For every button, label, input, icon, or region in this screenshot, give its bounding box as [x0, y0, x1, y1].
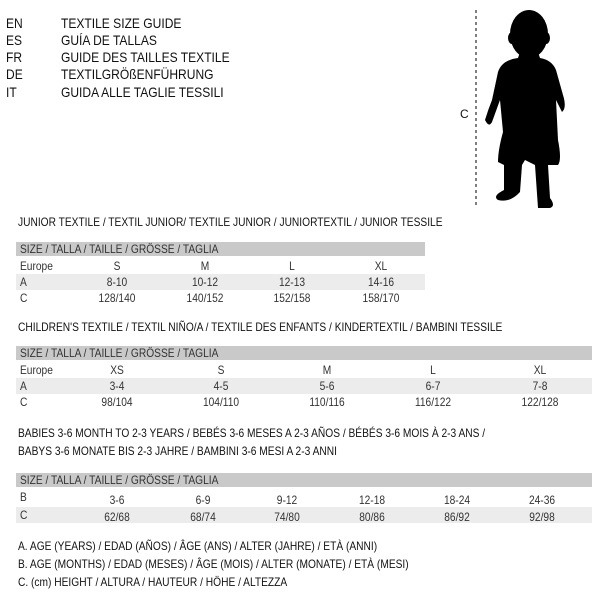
- size-header-label: SIZE / TALLA / TAILLE / GRÖSSE / TAGLIA: [20, 346, 219, 360]
- row-label: A: [20, 275, 27, 289]
- junior-section-title: JUNIOR TEXTILE / TEXTIL JUNIOR/ TEXTILE …: [18, 215, 443, 229]
- table-cell: 7-8: [532, 379, 548, 393]
- legend-b: B. AGE (MONTHS) / EDAD (MESES) / ÂGE (MO…: [18, 557, 409, 571]
- table-cell: 62/68: [104, 510, 130, 524]
- table-row: A 3-4 4-5 5-6 6-7 7-8: [16, 378, 592, 394]
- size-header-label: SIZE / TALLA / TAILLE / GRÖSSE / TAGLIA: [20, 473, 219, 487]
- lang-title: GUÍA DE TALLAS: [61, 32, 157, 48]
- lang-code: IT: [6, 84, 17, 100]
- table-cell: 12-13: [278, 275, 306, 289]
- lang-code: FR: [6, 49, 23, 65]
- row-label: Europe: [20, 259, 53, 273]
- table-cell: 3-4: [109, 379, 125, 393]
- table-cell: 104/110: [202, 395, 240, 409]
- legend-a: A. AGE (YEARS) / EDAD (AÑOS) / ÂGE (ANS)…: [18, 539, 378, 553]
- table-cell: 116/122: [414, 395, 452, 409]
- table-cell: 24-36: [528, 493, 556, 507]
- table-cell: XL: [374, 259, 388, 273]
- height-label: C: [460, 107, 469, 121]
- table-cell: 14-16: [367, 275, 395, 289]
- row-label: A: [20, 379, 27, 393]
- table-cell: 12-18: [358, 493, 386, 507]
- row-label: C: [20, 291, 28, 305]
- table-row: C 62/68 68/74 74/80 80/86 86/92 92/98: [16, 507, 592, 524]
- table-cell: XS: [110, 363, 124, 377]
- table-cell: 6-7: [425, 379, 441, 393]
- table-cell: 68/74: [190, 510, 216, 524]
- table-cell: 86/92: [444, 510, 470, 524]
- table-cell: 158/170: [362, 291, 400, 305]
- table-cell: 4-5: [213, 379, 229, 393]
- table-cell: 9-12: [276, 493, 298, 507]
- table-row: C 128/140 140/152 152/158 158/170: [16, 290, 425, 306]
- table-cell: 110/116: [309, 395, 345, 409]
- junior-size-header: SIZE / TALLA / TAILLE / GRÖSSE / TAGLIA: [16, 242, 425, 256]
- legend-c: C. (cm) HEIGHT / ALTURA / HAUTEUR / HÖHE…: [18, 575, 288, 589]
- silhouette-shape: [485, 10, 565, 208]
- row-label: C: [20, 395, 28, 409]
- children-section-title: CHILDREN'S TEXTILE / TEXTIL NIÑO/A / TEX…: [18, 320, 503, 334]
- lang-title: GUIDA ALLE TAGLIE TESSILI: [61, 84, 224, 100]
- lang-code: ES: [6, 32, 23, 48]
- babies-section-title-line2: BABYS 3-6 MONATE BIS 2-3 JAHRE / BAMBINI…: [18, 444, 337, 458]
- table-row: C 98/104 104/110 110/116 116/122 122/128: [16, 394, 592, 410]
- lang-code: DE: [6, 66, 23, 82]
- table-cell: 74/80: [274, 510, 300, 524]
- children-size-header: SIZE / TALLA / TAILLE / GRÖSSE / TAGLIA: [16, 346, 592, 360]
- size-header-label: SIZE / TALLA / TAILLE / GRÖSSE / TAGLIA: [20, 242, 219, 256]
- table-cell: S: [113, 259, 121, 273]
- babies-size-header: SIZE / TALLA / TAILLE / GRÖSSE / TAGLIA: [16, 473, 592, 487]
- row-label: C: [20, 508, 28, 522]
- table-cell: 8-10: [106, 275, 128, 289]
- table-row: B 3-6 6-9 9-12 12-18 18-24 24-36: [16, 489, 592, 507]
- lang-title: GUIDE DES TAILLES TEXTILE: [61, 49, 230, 65]
- table-cell: 10-12: [191, 275, 219, 289]
- table-cell: 5-6: [319, 379, 335, 393]
- table-cell: 152/158: [273, 291, 311, 305]
- table-cell: M: [200, 259, 210, 273]
- table-row: Europe XS S M L XL: [16, 362, 592, 378]
- table-row: Europe S M L XL: [16, 258, 425, 274]
- table-cell: L: [430, 363, 436, 377]
- table-cell: L: [289, 259, 295, 273]
- table-cell: 122/128: [521, 395, 559, 409]
- table-cell: 6-9: [195, 493, 211, 507]
- table-cell: M: [322, 363, 332, 377]
- lang-title: TEXTILE SIZE GUIDE: [61, 15, 182, 31]
- table-cell: 18-24: [443, 493, 471, 507]
- table-cell: 92/98: [529, 510, 555, 524]
- lang-code: EN: [6, 15, 23, 31]
- lang-title: TEXTILGRÖßENFÜHRUNG: [61, 66, 214, 82]
- table-cell: 80/86: [359, 510, 385, 524]
- child-silhouette-icon: [475, 10, 565, 208]
- table-cell: 140/152: [186, 291, 224, 305]
- table-cell: XL: [533, 363, 547, 377]
- row-label: Europe: [20, 363, 53, 377]
- table-row: A 8-10 10-12 12-13 14-16: [16, 274, 425, 290]
- row-label: B: [20, 490, 27, 504]
- table-cell: S: [217, 363, 225, 377]
- table-cell: 3-6: [109, 493, 125, 507]
- babies-section-title-line1: BABIES 3-6 MONTH TO 2-3 YEARS / BEBÉS 3-…: [18, 426, 486, 440]
- table-cell: 128/140: [98, 291, 136, 305]
- table-cell: 98/104: [101, 395, 133, 409]
